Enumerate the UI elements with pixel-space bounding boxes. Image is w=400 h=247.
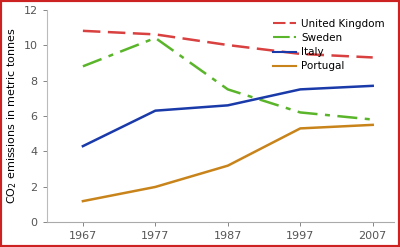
Italy <box>153 109 158 112</box>
Portugal <box>370 123 375 126</box>
Italy <box>370 84 375 87</box>
Sweden <box>298 111 303 114</box>
United Kingdom <box>298 52 303 55</box>
Line: Italy: Italy <box>83 86 373 146</box>
Y-axis label: CO$_2$ emissions in metric tonnes: CO$_2$ emissions in metric tonnes <box>6 28 19 204</box>
United Kingdom <box>226 43 230 46</box>
Sweden <box>370 118 375 121</box>
Line: Portugal: Portugal <box>83 125 373 201</box>
Italy <box>80 145 85 148</box>
Portugal <box>153 185 158 188</box>
Line: Sweden: Sweden <box>83 38 373 120</box>
Italy <box>298 88 303 91</box>
United Kingdom <box>153 33 158 36</box>
Portugal <box>226 164 230 167</box>
Italy <box>226 104 230 107</box>
Line: United Kingdom: United Kingdom <box>83 31 373 58</box>
United Kingdom <box>370 56 375 59</box>
Legend: United Kingdom, Sweden, Italy, Portugal: United Kingdom, Sweden, Italy, Portugal <box>269 15 389 76</box>
United Kingdom <box>80 29 85 32</box>
Portugal <box>80 200 85 203</box>
Sweden <box>153 37 158 40</box>
Portugal <box>298 127 303 130</box>
Sweden <box>80 65 85 68</box>
Sweden <box>226 88 230 91</box>
